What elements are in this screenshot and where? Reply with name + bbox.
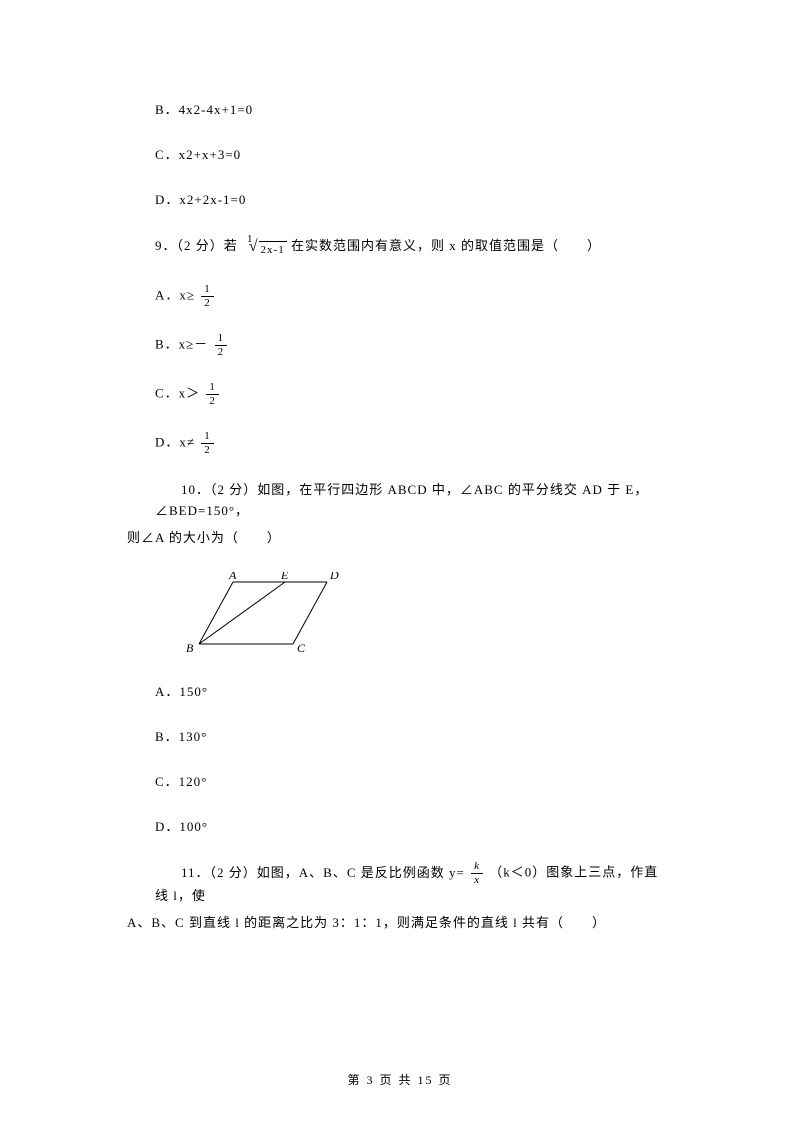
fraction-icon: 1 2 bbox=[206, 382, 219, 407]
question-11-line1: 11．（2 分）如图，A、B、C 是反比例函数 y= k x （k＜0）图象上三… bbox=[155, 861, 670, 907]
q9-a-prefix: A．x≥ bbox=[155, 287, 199, 302]
question-10-line2: 则∠A 的大小为（ ） bbox=[127, 528, 670, 549]
q9-frac-den: 2x-1 bbox=[259, 241, 287, 260]
option-b-9: B．x≥－ 1 2 bbox=[155, 333, 670, 358]
svg-text:E: E bbox=[280, 572, 289, 582]
option-b-8: B．4x2-4x+1=0 bbox=[155, 100, 670, 121]
radical-icon: √ bbox=[249, 234, 259, 260]
svg-text:D: D bbox=[329, 572, 339, 582]
option-b-10: B．130° bbox=[155, 727, 670, 748]
question-9: 9．（2 分）若 1 √2x-1 在实数范围内有意义，则 x 的取值范围是（ ） bbox=[155, 234, 670, 260]
question-11-line2: A、B、C 到直线 l 的距离之比为 3：1：1，则满足条件的直线 l 共有（ … bbox=[127, 913, 670, 934]
half-num: 1 bbox=[201, 431, 214, 444]
q9-b-prefix: B．x≥－ bbox=[155, 336, 213, 351]
svg-text:C: C bbox=[297, 641, 306, 655]
half-num: 1 bbox=[215, 333, 228, 346]
option-a-10: A．150° bbox=[155, 682, 670, 703]
option-c-9: C．x＞ 1 2 bbox=[155, 382, 670, 407]
option-d-9: D．x≠ 1 2 bbox=[155, 431, 670, 456]
q9-c-prefix: C．x＞ bbox=[155, 385, 204, 400]
diagram-svg: A E D B C bbox=[181, 572, 356, 657]
fraction-icon: k x bbox=[471, 861, 483, 886]
q11-prefix: 11．（2 分）如图，A、B、C 是反比例函数 y= bbox=[155, 863, 465, 884]
q9-d-prefix: D．x≠ bbox=[155, 434, 199, 449]
q9-prefix: 9．（2 分）若 bbox=[155, 238, 242, 253]
svg-text:A: A bbox=[228, 572, 237, 582]
svg-text:B: B bbox=[186, 641, 194, 655]
option-c-8: C．x2+x+3=0 bbox=[155, 145, 670, 166]
option-c-10: C．120° bbox=[155, 772, 670, 793]
half-den: 2 bbox=[206, 395, 219, 407]
half-num: 1 bbox=[201, 284, 214, 297]
q10-text1: 10．（2 分）如图，在平行四边形 ABCD 中，∠ABC 的平分线交 AD 于… bbox=[155, 480, 670, 522]
fraction-icon: 1 2 bbox=[215, 333, 228, 358]
parallelogram-diagram: A E D B C bbox=[181, 572, 670, 664]
option-a-9: A．x≥ 1 2 bbox=[155, 284, 670, 309]
option-d-8: D．x2+2x-1=0 bbox=[155, 190, 670, 211]
fraction-icon: 1 2 bbox=[201, 431, 214, 456]
question-10-line1: 10．（2 分）如图，在平行四边形 ABCD 中，∠ABC 的平分线交 AD 于… bbox=[155, 480, 670, 522]
q11-frac-den: x bbox=[471, 874, 483, 886]
q11-frac-num: k bbox=[471, 861, 483, 874]
option-d-10: D．100° bbox=[155, 817, 670, 838]
q9-mid: 在实数范围内有意义，则 x 的取值范围是（ ） bbox=[291, 238, 601, 253]
half-den: 2 bbox=[215, 346, 228, 358]
page-footer: 第 3 页 共 15 页 bbox=[0, 1071, 800, 1090]
half-den: 2 bbox=[201, 297, 214, 309]
half-num: 1 bbox=[206, 382, 219, 395]
half-den: 2 bbox=[201, 444, 214, 456]
fraction-icon: 1 2 bbox=[201, 284, 214, 309]
